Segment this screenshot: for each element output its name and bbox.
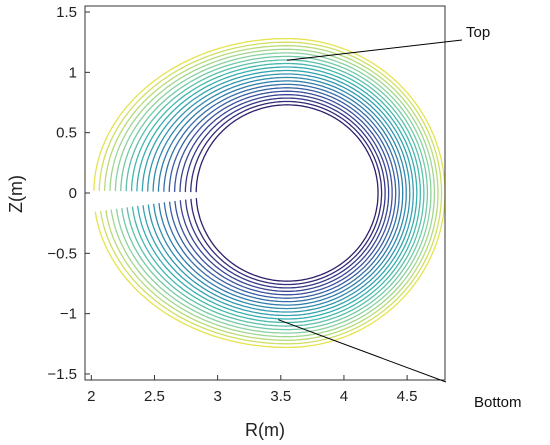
x-tick-label: 3 [213, 388, 221, 405]
x-tick-label: 4.5 [397, 388, 418, 405]
x-tick-label: 2 [87, 388, 95, 405]
x-tick-label: 2.5 [144, 388, 165, 405]
x-axis-ticks: 2 2.5 3 3.5 4 4.5 [87, 375, 418, 405]
x-tick-label: 3.5 [270, 388, 291, 405]
y-axis-ticks: −1.5 −1 −0.5 0 0.5 1 1.5 [47, 4, 90, 383]
y-tick-label: −1 [60, 306, 77, 323]
top-annotation-line [287, 39, 463, 61]
y-axis-label: Z(m) [6, 175, 26, 213]
bottom-annotation-label: Bottom [474, 394, 522, 411]
y-tick-label: 0 [69, 185, 77, 202]
y-tick-label: −0.5 [47, 245, 77, 262]
contour-gap [81, 190, 208, 214]
y-tick-label: −1.5 [47, 366, 77, 383]
bottom-annotation-line [278, 319, 447, 383]
top-annotation-label: Top [466, 24, 490, 41]
y-tick-label: 1.5 [56, 4, 77, 21]
x-axis-label: R(m) [245, 420, 285, 440]
y-tick-label: 0.5 [56, 125, 77, 142]
x-tick-label: 4 [340, 388, 348, 405]
y-tick-label: 1 [69, 64, 77, 81]
contour-lines [81, 37, 446, 349]
